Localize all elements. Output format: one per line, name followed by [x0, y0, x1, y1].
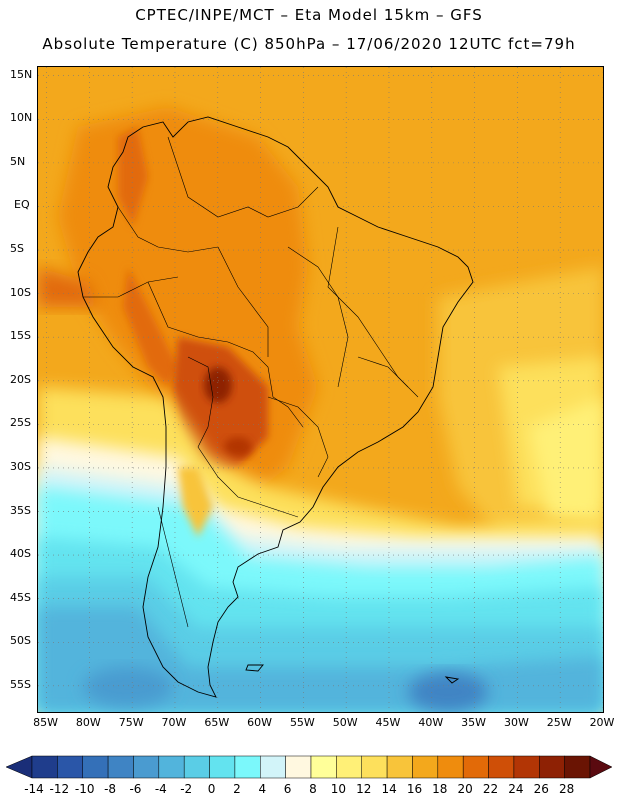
colorbar-swatch — [437, 755, 464, 779]
lat-label: 50S — [10, 634, 31, 648]
colorbar-tick-label: 20 — [457, 782, 473, 796]
lon-label: 75W — [118, 716, 144, 729]
colorbar-swatch — [183, 755, 210, 779]
lat-label: 45S — [10, 590, 31, 604]
colorbar-swatch — [31, 755, 58, 779]
title-line-2: Absolute Temperature (C) 850hPa – 17/06/… — [42, 35, 576, 53]
title-line-1: CPTEC/INPE/MCT – Eta Model 15km – GFS — [135, 6, 483, 24]
lat-label: 5N — [10, 154, 26, 168]
colorbar-swatch — [513, 755, 540, 779]
lon-label: 65W — [204, 716, 230, 729]
colorbar-tick-label: -12 — [49, 782, 70, 796]
lat-label: 55S — [10, 677, 31, 691]
lat-label: 5S — [10, 242, 24, 256]
lon-label: 45W — [375, 716, 401, 729]
colorbar — [5, 755, 613, 779]
colorbar-swatch — [310, 755, 337, 779]
colorbar-swatch — [462, 755, 489, 779]
colorbar-swatch — [107, 755, 134, 779]
map-canvas — [38, 67, 603, 712]
colorbar-swatch — [539, 755, 565, 779]
colorbar-tick-label: -4 — [154, 782, 167, 796]
colorbar-tick-label: 0 — [207, 782, 216, 796]
lon-label: 85W — [33, 716, 58, 729]
colorbar-tick-label: -10 — [74, 782, 95, 796]
colorbar-max-arrow — [589, 755, 613, 779]
lon-label: 60W — [247, 716, 272, 729]
colorbar-tick-label: 12 — [356, 782, 372, 796]
temperature-map — [37, 66, 604, 713]
lat-label: 15N — [10, 67, 33, 81]
lat-label: 10S — [10, 285, 31, 299]
lat-label: EQ — [14, 198, 30, 212]
colorbar-tick-label: -6 — [129, 782, 142, 796]
colorbar-tick-label: 24 — [508, 782, 524, 796]
country-borders — [83, 136, 419, 628]
colorbar-tick-label: -8 — [104, 782, 117, 796]
colorbar-tick-label: 6 — [283, 782, 292, 796]
lon-label: 50W — [332, 716, 358, 729]
coastlines — [77, 116, 474, 698]
lat-label: 40S — [10, 547, 31, 561]
colorbar-swatch — [209, 755, 236, 779]
colorbar-tick-label: -14 — [24, 782, 44, 796]
colorbar-tick-label: 14 — [381, 782, 397, 796]
lon-label: 35W — [461, 716, 487, 729]
colorbar-swatch — [412, 755, 439, 779]
colorbar-swatch — [488, 755, 515, 779]
colorbar-swatch — [260, 755, 286, 779]
lat-label: 25S — [10, 416, 31, 430]
colorbar-swatch — [57, 755, 83, 779]
colorbar-swatch — [386, 755, 413, 779]
colorbar-tick-label: -2 — [180, 782, 193, 796]
colorbar-tick-label: 22 — [482, 782, 499, 796]
colorbar-tick-label: 16 — [406, 782, 423, 796]
colorbar-tick-label: 26 — [533, 782, 549, 796]
lat-label: 10N — [10, 111, 33, 125]
lat-label: 20S — [10, 372, 31, 386]
map-gridlines — [38, 67, 603, 712]
colorbar-tick-label: 2 — [233, 782, 241, 796]
lon-label: 40W — [418, 716, 444, 729]
colorbar-min-arrow — [5, 755, 33, 779]
lon-label: 30W — [503, 716, 529, 729]
lon-label: 80W — [75, 716, 101, 729]
colorbar-swatch — [564, 755, 591, 779]
lon-label: 55W — [289, 716, 315, 729]
lat-label: 35S — [10, 503, 31, 517]
colorbar-swatch — [158, 755, 185, 779]
lon-label: 25W — [546, 716, 572, 729]
colorbar-swatch — [361, 755, 388, 779]
lon-label: 70W — [161, 716, 187, 729]
lat-label: 15S — [10, 329, 31, 343]
lat-label: 30S — [10, 459, 31, 473]
colorbar-tick-label: 28 — [558, 782, 575, 796]
colorbar-swatch — [133, 755, 160, 779]
temperature-field — [38, 67, 603, 712]
colorbar-swatch — [234, 755, 261, 779]
colorbar-tick-label: 4 — [258, 782, 267, 796]
colorbar-tick-label: 8 — [309, 782, 317, 796]
colorbar-swatch — [285, 755, 312, 779]
colorbar-swatch — [336, 755, 362, 779]
colorbar-swatch — [82, 755, 109, 779]
colorbar-tick-label: 10 — [330, 782, 346, 796]
lon-label: 20W — [589, 716, 615, 729]
colorbar-tick-label: 18 — [432, 782, 448, 796]
